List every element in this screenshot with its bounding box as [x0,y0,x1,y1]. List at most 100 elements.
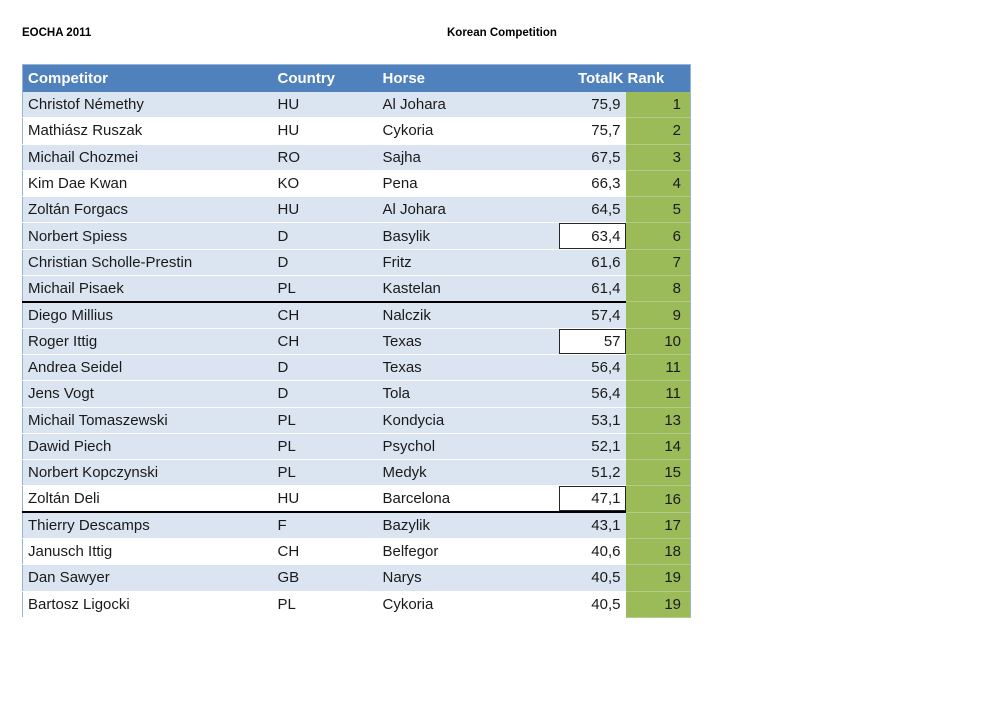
country-cell: CH [272,301,378,329]
totalk-cell: 56,4 [558,354,626,382]
competitor-cell: Zoltán Forgacs [22,196,273,224]
table-row: Michail Chozmei RO Sajha 67,5 3 [22,144,691,171]
table-row: Mathiász Ruszak HU Cykoria 75,7 2 [22,117,691,145]
rank-cell: 13 [625,407,691,434]
table-row: Bartosz Ligocki PL Cykoria 40,5 19 [22,591,691,618]
horse-cell: Belfegor [377,538,559,566]
horse-cell: Psychol [377,433,559,461]
competitor-cell: Dan Sawyer [22,564,273,592]
totalk-cell: 52,1 [558,433,626,461]
horse-cell: Cykoria [377,117,559,145]
competitor-cell: Dawid Piech [22,433,273,461]
table-row: Janusch Ittig CH Belfegor 40,6 18 [22,538,691,566]
table-row: Norbert Kopczynski PL Medyk 51,2 15 [22,459,691,487]
header-rank: Rank [625,64,691,92]
table-row: Kim Dae Kwan KO Pena 66,3 4 [22,170,691,198]
country-cell: D [272,380,378,408]
totalk-cell: 51,2 [558,459,626,487]
document-title: Korean Competition [447,27,557,39]
rank-cell: 6 [625,222,691,250]
horse-cell: Fritz [377,249,559,277]
competitor-cell: Michail Tomaszewski [22,407,273,434]
competitor-cell: Norbert Kopczynski [22,459,273,487]
rank-cell: 8 [625,275,691,303]
competitor-cell: Christian Scholle-Prestin [22,249,273,277]
country-cell: PL [272,591,378,618]
competitor-cell: Thierry Descamps [22,512,273,540]
table-row: Diego Millius CH Nalczik 57,4 9 [22,301,691,329]
table-row: Thierry Descamps F Bazylik 43,1 17 [22,512,691,540]
country-cell: RO [272,144,378,171]
horse-cell: Pena [377,170,559,198]
rank-cell: 9 [625,301,691,329]
totalk-cell: 57 [558,328,626,355]
competitor-cell: Christof Némethy [22,91,273,119]
totalk-cell: 40,5 [558,564,626,592]
document-header-left: EOCHA 2011 [22,27,92,39]
totalk-cell: 75,9 [558,91,626,119]
horse-cell: Basylik [377,222,559,250]
results-table: Competitor Country Horse TotalK Rank Chr… [22,64,691,618]
rank-cell: 11 [625,354,691,382]
competitor-cell: Norbert Spiess [22,222,273,250]
competitor-cell: Kim Dae Kwan [22,170,273,198]
country-cell: CH [272,328,378,355]
table-row: Andrea Seidel D Texas 56,4 11 [22,354,691,382]
header-totalk: TotalK [558,64,626,92]
rank-cell: 5 [625,196,691,224]
table-row: Michail Tomaszewski PL Kondycia 53,1 13 [22,407,691,434]
totalk-cell: 47,1 [558,485,626,514]
horse-cell: Narys [377,564,559,592]
country-cell: CH [272,538,378,566]
table-row: Christian Scholle-Prestin D Fritz 61,6 7 [22,249,691,277]
country-cell: PL [272,407,378,434]
table-row: Norbert Spiess D Basylik 63,4 6 [22,222,691,250]
country-cell: D [272,249,378,277]
rank-cell: 14 [625,433,691,461]
table-row: Roger Ittig CH Texas 57 10 [22,328,691,355]
horse-cell: Tola [377,380,559,408]
horse-cell: Cykoria [377,591,559,618]
rank-cell: 7 [625,249,691,277]
totalk-cell: 75,7 [558,117,626,145]
totalk-cell: 56,4 [558,380,626,408]
country-cell: HU [272,485,378,514]
rank-cell: 16 [625,485,691,513]
header-country: Country [272,64,378,92]
country-cell: D [272,222,378,250]
totalk-cell: 61,6 [558,249,626,277]
results-table-header: Competitor Country Horse TotalK Rank [22,64,691,92]
rank-cell: 19 [625,591,691,618]
table-row: Michail Pisaek PL Kastelan 61,4 8 [22,275,691,303]
horse-cell: Kondycia [377,407,559,434]
country-cell: HU [272,91,378,119]
competitor-cell: Zoltán Deli [22,485,273,514]
totalk-cell: 57,4 [558,301,626,329]
country-cell: KO [272,170,378,198]
horse-cell: Sajha [377,144,559,171]
competitor-cell: Michail Pisaek [22,275,273,303]
horse-cell: Kastelan [377,275,559,303]
horse-cell: Al Johara [377,91,559,119]
rank-cell: 2 [625,117,691,145]
horse-cell: Barcelona [377,485,559,514]
horse-cell: Medyk [377,459,559,487]
results-table-body: Christof Némethy HU Al Johara 75,9 1 Mathiász… [22,91,691,618]
country-cell: PL [272,275,378,303]
rank-cell: 17 [625,512,691,540]
totalk-cell: 53,1 [558,407,626,434]
competitor-cell: Bartosz Ligocki [22,591,273,618]
rank-cell: 10 [625,328,691,355]
header-competitor: Competitor [22,64,273,92]
country-cell: GB [272,564,378,592]
competitor-cell: Andrea Seidel [22,354,273,382]
table-row: Jens Vogt D Tola 56,4 11 [22,380,691,408]
rank-cell: 3 [625,144,691,171]
header-horse: Horse [377,64,559,92]
horse-cell: Bazylik [377,512,559,540]
competitor-cell: Jens Vogt [22,380,273,408]
competitor-cell: Michail Chozmei [22,144,273,171]
rank-cell: 11 [625,380,691,408]
competitor-cell: Janusch Ittig [22,538,273,566]
country-cell: D [272,354,378,382]
